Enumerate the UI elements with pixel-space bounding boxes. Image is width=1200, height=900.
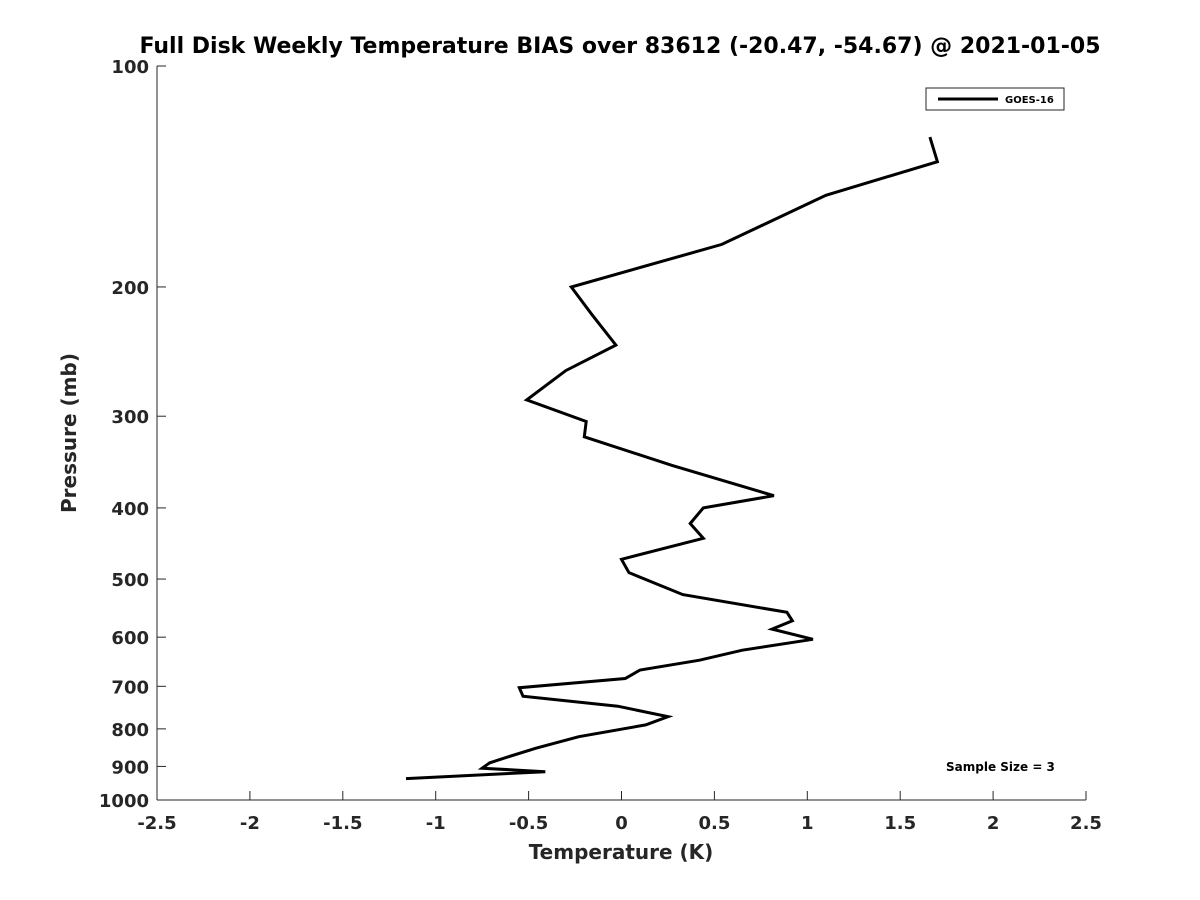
y-tick-label: 800 [111,720,149,741]
series-group [405,136,940,781]
x-tick-label: 2.5 [1070,813,1102,834]
y-tick-label: 1000 [99,791,149,812]
x-tick-label: 0 [615,813,628,834]
x-axis-label: Temperature (K) [529,840,714,864]
x-tick-label: 2 [987,813,1000,834]
series-line-goes-16 [405,136,940,781]
x-axis-ticks: -2.5 -2 -1.5 -1 -0.5 0 0.5 1 1.5 2 2.5 [137,791,1102,834]
legend-label-goes-16: GOES-16 [1005,95,1054,106]
y-tick-label: 600 [111,628,149,649]
y-tick-label: 100 [111,57,149,78]
y-axis-ticks: 100 200 300 400 500 600 700 800 900 1000 [99,57,166,812]
sample-size-annotation: Sample Size = 3 [946,760,1055,774]
y-tick-label: 900 [111,757,149,778]
y-axis-label: Pressure (mb) [57,353,81,513]
legend: GOES-16 [925,87,1065,111]
x-tick-label: -2.5 [137,813,176,834]
y-tick-label: 400 [111,499,149,520]
y-tick-label: 300 [111,407,149,428]
x-tick-label: -2 [240,813,260,834]
x-tick-label: -0.5 [509,813,548,834]
x-tick-label: 1.5 [884,813,916,834]
y-tick-label: 700 [111,677,149,698]
y-tick-label: 500 [111,570,149,591]
chart-title: Full Disk Weekly Temperature BIAS over 8… [139,34,1100,59]
x-tick-label: -1.5 [323,813,362,834]
x-tick-label: 0.5 [698,813,730,834]
y-tick-label: 200 [111,278,149,299]
x-tick-label: 1 [801,813,814,834]
x-tick-label: -1 [426,813,446,834]
